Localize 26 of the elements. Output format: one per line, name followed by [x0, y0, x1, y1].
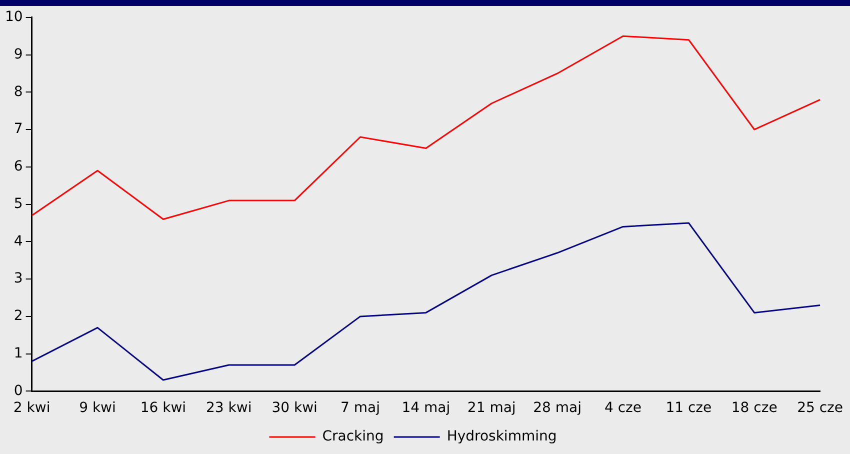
x-tick-label: 2 kwi — [13, 400, 50, 416]
x-tick-label: 28 maj — [533, 400, 582, 416]
y-tick-label: 7 — [14, 121, 23, 138]
y-tick-label: 0 — [14, 382, 23, 399]
y-tick-label: 8 — [14, 84, 23, 100]
legend-label: Cracking — [322, 428, 384, 445]
y-tick-label: 5 — [14, 196, 23, 212]
y-tick-label: 4 — [14, 233, 23, 250]
x-tick-label: 30 kwi — [272, 400, 318, 416]
legend-label: Hydroskimming — [446, 428, 557, 445]
x-tick-label: 25 cze — [797, 400, 844, 416]
y-tick-label: 1 — [14, 345, 23, 362]
x-tick-label: 23 kwi — [206, 400, 252, 416]
y-tick-label: 9 — [14, 46, 23, 62]
x-tick-label: 9 kwi — [79, 400, 116, 416]
x-tick-label: 21 maj — [467, 400, 516, 416]
x-tick-label: 18 cze — [731, 400, 778, 416]
x-tick-label: 4 cze — [604, 400, 642, 416]
y-tick-label: 10 — [4, 9, 23, 26]
x-tick-label: 16 kwi — [140, 400, 186, 416]
x-tick-label: 7 maj — [340, 400, 380, 416]
x-tick-label: 14 maj — [402, 400, 450, 416]
y-tick-label: 3 — [14, 270, 23, 287]
y-tick-label: 2 — [14, 308, 23, 324]
x-tick-label: 11 cze — [666, 400, 712, 416]
y-tick-label: 6 — [14, 158, 23, 175]
